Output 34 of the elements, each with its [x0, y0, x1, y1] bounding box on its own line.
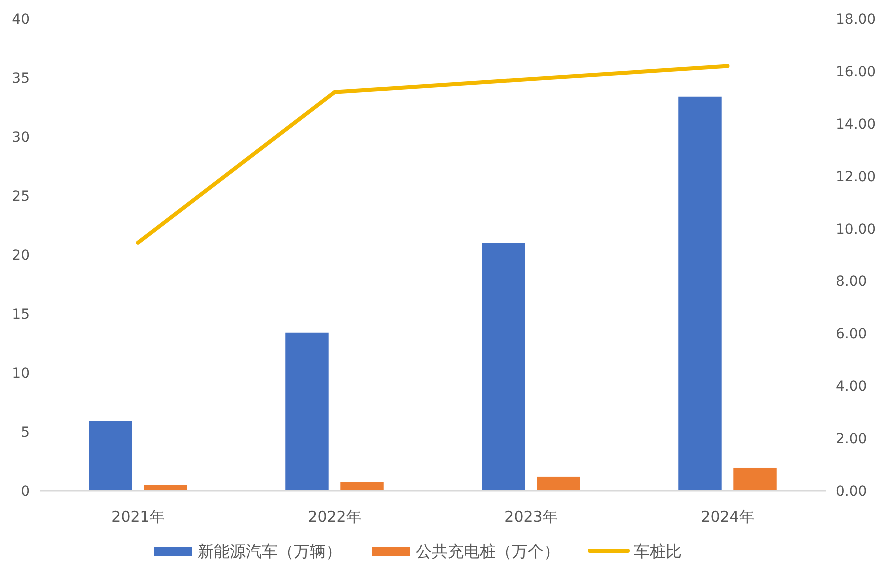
y-tick-label: 30 — [12, 130, 30, 146]
x-tick-label: 2023年 — [504, 508, 558, 526]
y-tick-label: 40 — [12, 12, 30, 28]
y2-tick-label: 12.00 — [836, 169, 876, 186]
bar — [89, 421, 132, 491]
y2-tick-label: 10.00 — [836, 222, 876, 238]
y2-tick-label: 18.00 — [836, 12, 876, 28]
bar — [286, 332, 329, 491]
legend-label: 车桩比 — [634, 542, 682, 561]
x-tick-label: 2021年 — [112, 508, 165, 526]
bar — [734, 468, 777, 491]
x-tick-label: 2024年 — [701, 508, 754, 526]
y2-tick-label: 4.00 — [836, 379, 868, 396]
y2-tick-label: 14.00 — [836, 116, 876, 133]
y2-tick-label: 16.00 — [836, 64, 876, 80]
y2-tick-label: 6.00 — [836, 326, 868, 343]
y-tick-label: 10 — [12, 366, 30, 382]
y2-tick-label: 0.00 — [836, 484, 868, 500]
bar — [482, 243, 526, 491]
y-tick-label: 5 — [21, 425, 30, 441]
y-tick-label: 35 — [12, 71, 30, 87]
bar — [537, 476, 580, 491]
bar — [144, 485, 188, 491]
y-tick-label: 0 — [21, 484, 30, 500]
y-tick-label: 25 — [12, 189, 30, 205]
legend-label: 公共充电桩（万个） — [416, 542, 560, 561]
y2-tick-label: 2.00 — [836, 432, 868, 448]
legend-label: 新能源汽车（万辆） — [198, 542, 342, 561]
bar — [340, 482, 384, 491]
y-tick-label: 20 — [12, 248, 30, 264]
x-tick-label: 2022年 — [308, 508, 362, 526]
y-tick-label: 15 — [12, 307, 30, 323]
y2-tick-label: 8.00 — [836, 274, 868, 290]
bar — [678, 96, 722, 491]
